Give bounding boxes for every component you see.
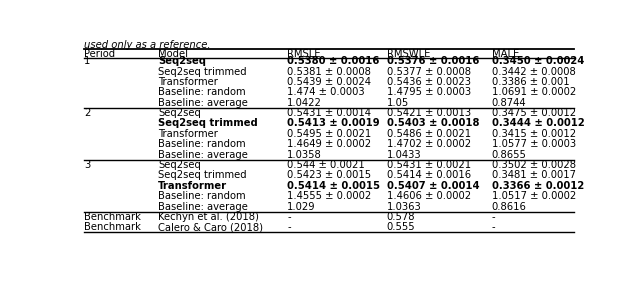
Text: 1.0577 ± 0.0003: 1.0577 ± 0.0003 xyxy=(492,139,576,149)
Text: MALE: MALE xyxy=(492,48,519,59)
Text: Seq2seq trimmed: Seq2seq trimmed xyxy=(158,170,247,180)
Text: Seq2seq trimmed: Seq2seq trimmed xyxy=(158,118,258,128)
Text: 0.5431 ± 0.0021: 0.5431 ± 0.0021 xyxy=(387,160,470,170)
Text: Baseline: random: Baseline: random xyxy=(158,87,246,97)
Text: 1.0691 ± 0.0002: 1.0691 ± 0.0002 xyxy=(492,87,576,97)
Text: Seq2seq: Seq2seq xyxy=(158,108,201,118)
Text: 0.3481 ± 0.0017: 0.3481 ± 0.0017 xyxy=(492,170,576,180)
Text: 0.5380 ± 0.0016: 0.5380 ± 0.0016 xyxy=(287,56,380,66)
Text: Benchmark: Benchmark xyxy=(84,212,141,222)
Text: 0.3502 ± 0.0028: 0.3502 ± 0.0028 xyxy=(492,160,576,170)
Text: 0.3442 ± 0.0008: 0.3442 ± 0.0008 xyxy=(492,66,575,77)
Text: used only as a reference.: used only as a reference. xyxy=(84,40,211,50)
Text: 0.5403 ± 0.0018: 0.5403 ± 0.0018 xyxy=(387,118,479,128)
Text: Baseline: random: Baseline: random xyxy=(158,139,246,149)
Text: Seq2seq: Seq2seq xyxy=(158,56,206,66)
Text: 0.5431 ± 0.0014: 0.5431 ± 0.0014 xyxy=(287,108,371,118)
Text: 1.4555 ± 0.0002: 1.4555 ± 0.0002 xyxy=(287,191,372,201)
Text: 0.8616: 0.8616 xyxy=(492,202,527,211)
Text: Seq2seq: Seq2seq xyxy=(158,160,201,170)
Text: Kechyn et al. (2018): Kechyn et al. (2018) xyxy=(158,212,259,222)
Text: RMSWLE: RMSWLE xyxy=(387,48,430,59)
Text: 0.8655: 0.8655 xyxy=(492,150,527,160)
Text: -: - xyxy=(492,222,495,232)
Text: 1.029: 1.029 xyxy=(287,202,316,211)
Text: 0.544 ± 0.0021: 0.544 ± 0.0021 xyxy=(287,160,365,170)
Text: 0.5495 ± 0.0021: 0.5495 ± 0.0021 xyxy=(287,129,372,139)
Text: 0.5414 ± 0.0016: 0.5414 ± 0.0016 xyxy=(387,170,470,180)
Text: -: - xyxy=(287,222,291,232)
Text: 0.578: 0.578 xyxy=(387,212,415,222)
Text: Calero & Caro (2018): Calero & Caro (2018) xyxy=(158,222,264,232)
Text: 1.4606 ± 0.0002: 1.4606 ± 0.0002 xyxy=(387,191,470,201)
Text: 0.5436 ± 0.0023: 0.5436 ± 0.0023 xyxy=(387,77,470,87)
Text: 1.05: 1.05 xyxy=(387,98,409,108)
Text: 1: 1 xyxy=(84,56,90,66)
Text: 1.0422: 1.0422 xyxy=(287,98,322,108)
Text: Baseline: average: Baseline: average xyxy=(158,150,248,160)
Text: 0.5486 ± 0.0021: 0.5486 ± 0.0021 xyxy=(387,129,470,139)
Text: RMSLE: RMSLE xyxy=(287,48,321,59)
Text: 0.5381 ± 0.0008: 0.5381 ± 0.0008 xyxy=(287,66,371,77)
Text: 0.5414 ± 0.0015: 0.5414 ± 0.0015 xyxy=(287,181,380,191)
Text: 1.0363: 1.0363 xyxy=(387,202,421,211)
Text: 0.5377 ± 0.0008: 0.5377 ± 0.0008 xyxy=(387,66,470,77)
Text: Transformer: Transformer xyxy=(158,181,227,191)
Text: Baseline: random: Baseline: random xyxy=(158,191,246,201)
Text: 0.5407 ± 0.0014: 0.5407 ± 0.0014 xyxy=(387,181,479,191)
Text: 1.4795 ± 0.0003: 1.4795 ± 0.0003 xyxy=(387,87,470,97)
Text: 0.5439 ± 0.0024: 0.5439 ± 0.0024 xyxy=(287,77,371,87)
Text: 0.555: 0.555 xyxy=(387,222,415,232)
Text: 0.5413 ± 0.0019: 0.5413 ± 0.0019 xyxy=(287,118,380,128)
Text: 1.0517 ± 0.0002: 1.0517 ± 0.0002 xyxy=(492,191,576,201)
Text: 1.4702 ± 0.0002: 1.4702 ± 0.0002 xyxy=(387,139,470,149)
Text: -: - xyxy=(287,212,291,222)
Text: 1.474 ± 0.0003: 1.474 ± 0.0003 xyxy=(287,87,365,97)
Text: Period: Period xyxy=(84,48,115,59)
Text: 0.3444 ± 0.0012: 0.3444 ± 0.0012 xyxy=(492,118,584,128)
Text: 0.5421 ± 0.0013: 0.5421 ± 0.0013 xyxy=(387,108,470,118)
Text: 0.5376 ± 0.0016: 0.5376 ± 0.0016 xyxy=(387,56,479,66)
Text: 1.0433: 1.0433 xyxy=(387,150,421,160)
Text: 0.3450 ± 0.0024: 0.3450 ± 0.0024 xyxy=(492,56,584,66)
Text: 2: 2 xyxy=(84,108,90,118)
Text: Baseline: average: Baseline: average xyxy=(158,98,248,108)
Text: 0.3475 ± 0.0012: 0.3475 ± 0.0012 xyxy=(492,108,576,118)
Text: 0.3415 ± 0.0012: 0.3415 ± 0.0012 xyxy=(492,129,576,139)
Text: Transformer: Transformer xyxy=(158,77,218,87)
Text: 1.0358: 1.0358 xyxy=(287,150,322,160)
Text: Transformer: Transformer xyxy=(158,129,218,139)
Text: 0.3386 ± 0.001: 0.3386 ± 0.001 xyxy=(492,77,570,87)
Text: 0.5423 ± 0.0015: 0.5423 ± 0.0015 xyxy=(287,170,371,180)
Text: 0.3366 ± 0.0012: 0.3366 ± 0.0012 xyxy=(492,181,584,191)
Text: 3: 3 xyxy=(84,160,90,170)
Text: -: - xyxy=(492,212,495,222)
Text: Baseline: average: Baseline: average xyxy=(158,202,248,211)
Text: 1.4649 ± 0.0002: 1.4649 ± 0.0002 xyxy=(287,139,371,149)
Text: Benchmark: Benchmark xyxy=(84,222,141,232)
Text: Model: Model xyxy=(158,48,188,59)
Text: 0.8744: 0.8744 xyxy=(492,98,526,108)
Text: Seq2seq trimmed: Seq2seq trimmed xyxy=(158,66,247,77)
